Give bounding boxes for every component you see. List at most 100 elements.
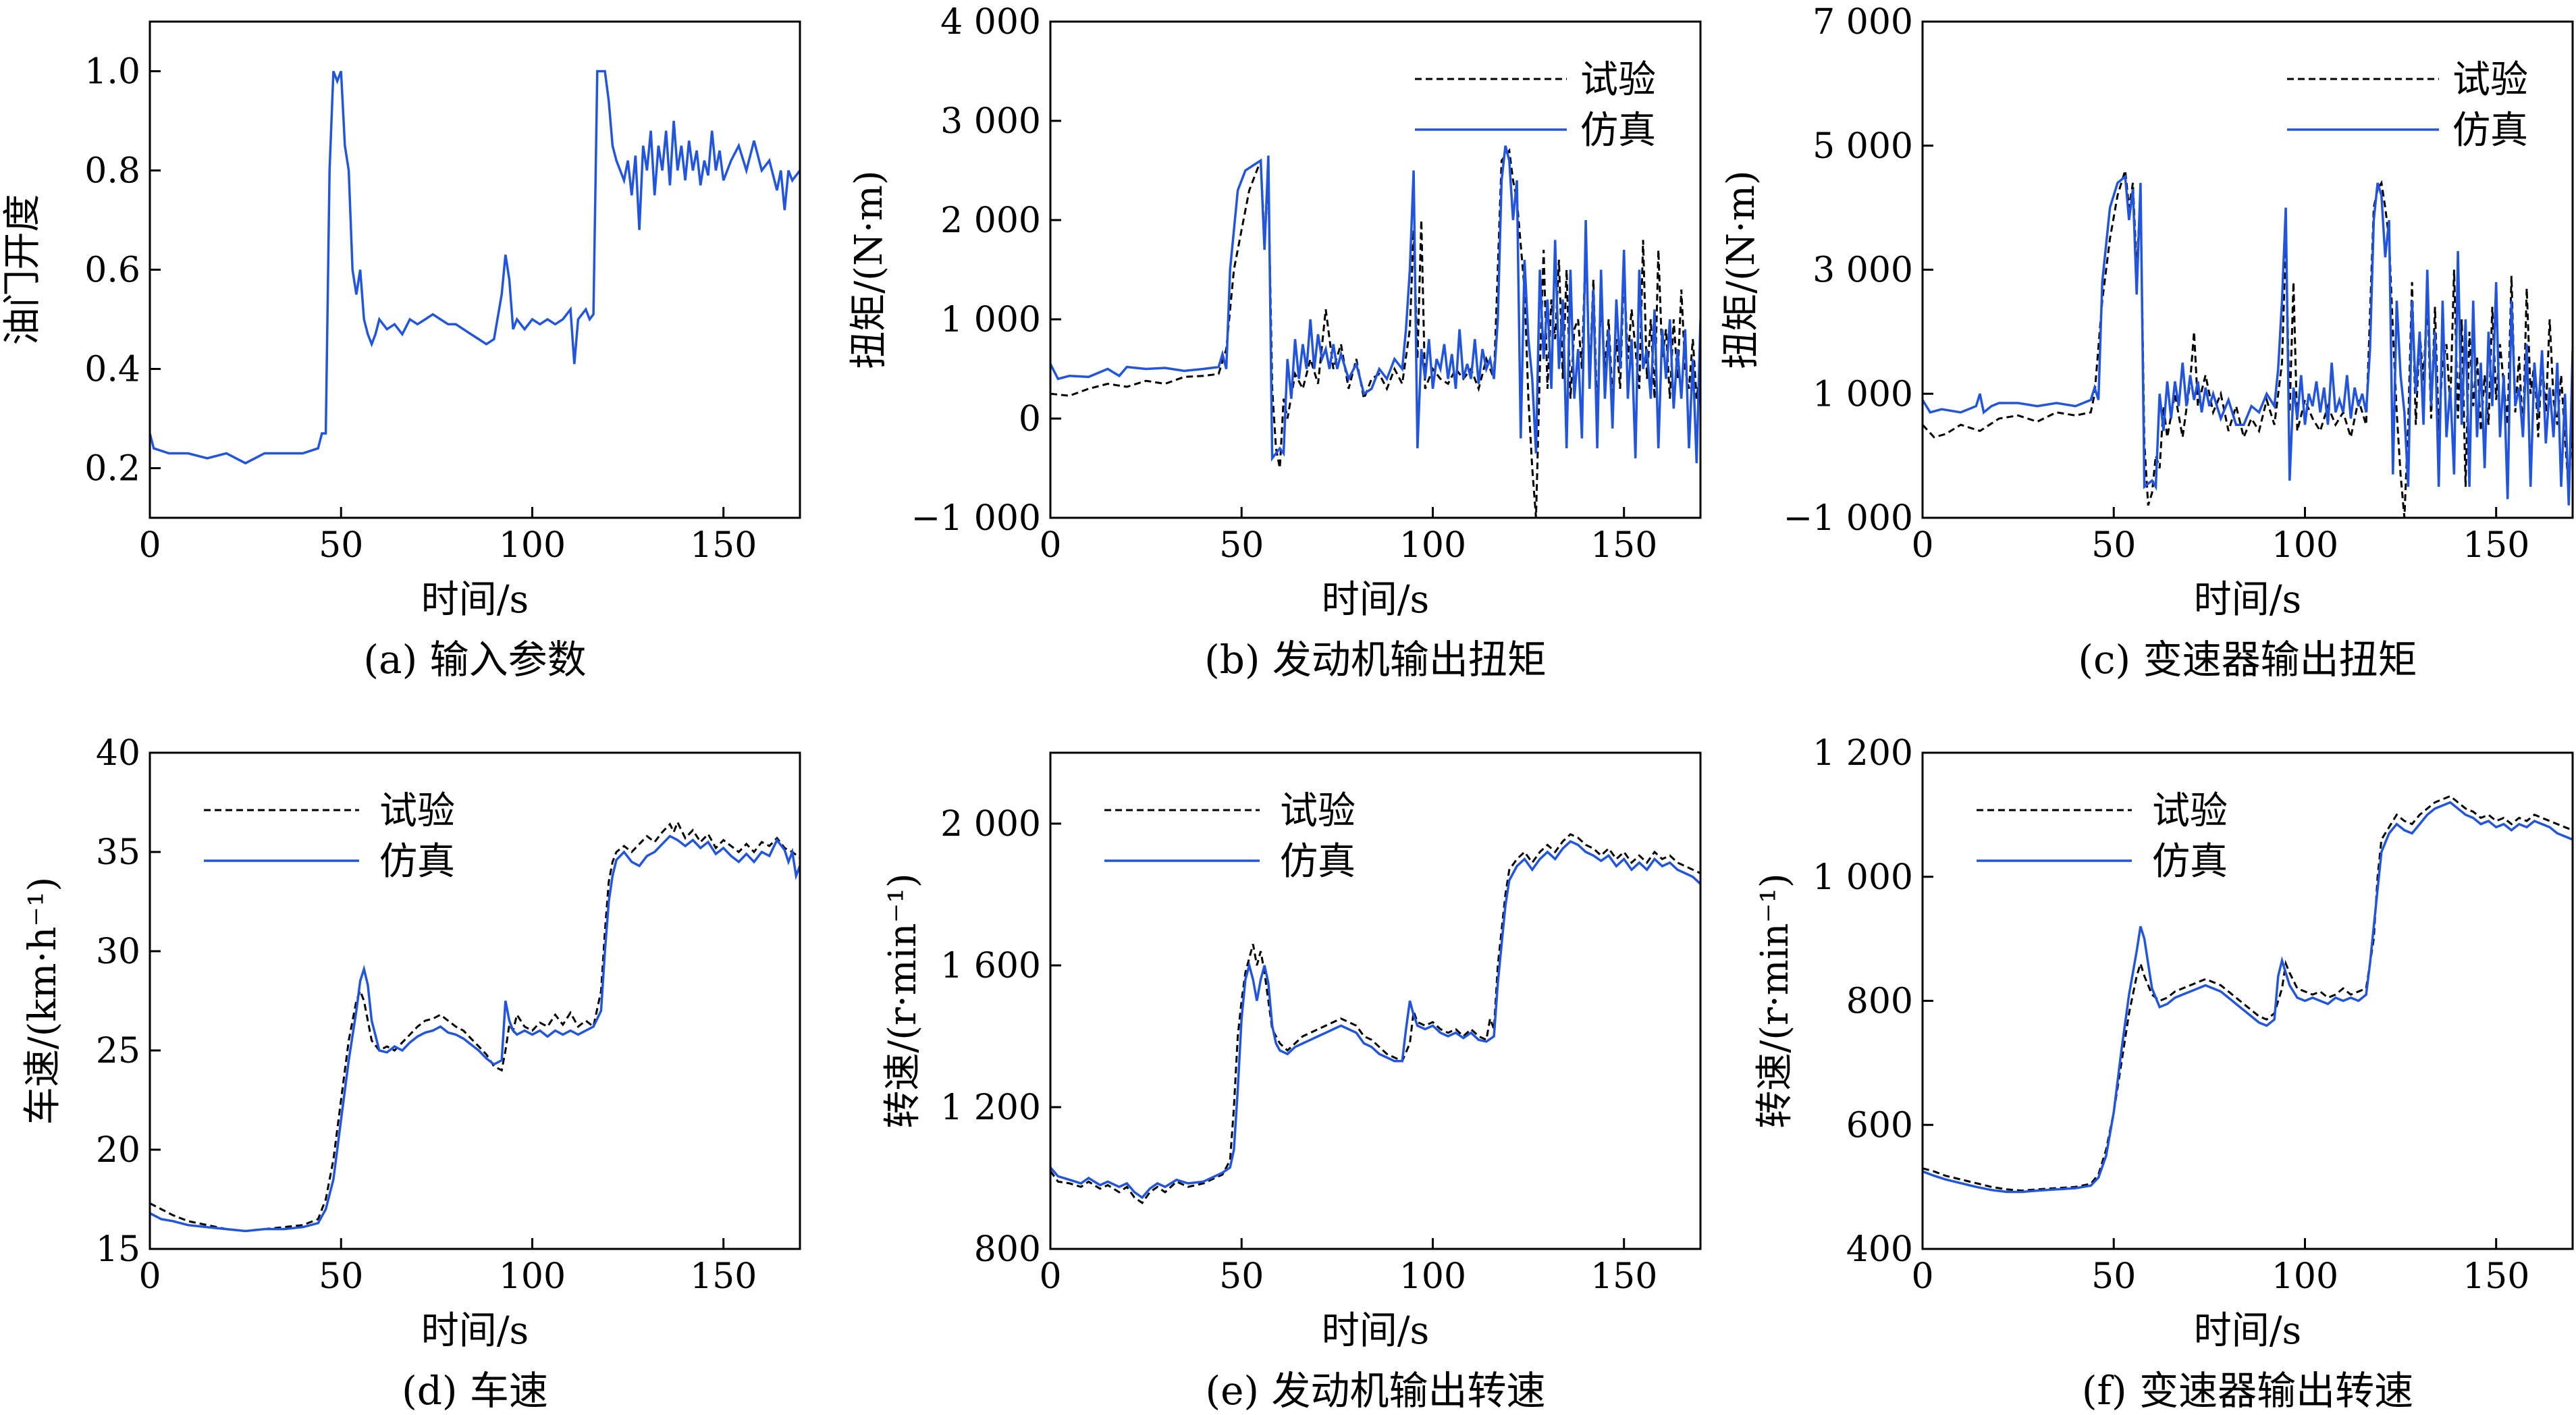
plot-frame [1921,751,2574,1250]
y-tick-label: 0.2 [84,449,140,489]
y-tick-label: 7 000 [1813,2,1913,43]
y-tick-label: 800 [974,1229,1041,1270]
panel-caption: (a) 输入参数 [363,637,586,683]
plot-frame [1049,751,1702,1250]
x-tick-label: 0 [1911,525,1933,566]
series-sim-line [150,70,800,465]
x-tick-label: 150 [690,1256,757,1297]
x-tick-label: 50 [319,525,363,566]
x-tick-label: 150 [2463,525,2529,566]
legend-test-label: 试验 [2452,58,2528,102]
x-tick-label: 100 [1399,525,1466,566]
legend-sim-label: 仿真 [1580,109,1656,153]
y-tick-label: 1 000 [940,300,1041,340]
panel-a: 0 50 100 150 0.2 0.4 0.6 0.8 1.0 时间/s 油门开度 (a) 输入参数 [1,20,801,683]
y-tick-label: 25 [96,1031,140,1071]
y-tick-label: −1 000 [911,498,1041,539]
panel-caption: (d) 车速 [402,1368,548,1414]
y-tick-label: 1 600 [940,946,1041,986]
panel-caption: (c) 变速器输出扭矩 [2078,637,2417,683]
y-tick-label: 1 200 [940,1088,1041,1128]
series-test-line [150,820,800,1233]
legend-test-label: 试验 [379,789,455,833]
x-tick-label: 0 [138,525,161,566]
y-tick-label: 400 [1846,1229,1913,1270]
y-tick-label: 35 [96,832,140,873]
x-tick-label: 100 [499,525,566,566]
series-sim-line [1923,174,2573,506]
x-tick-label: 150 [1590,525,1657,566]
x-tick-label: 100 [1399,1256,1466,1297]
panel-caption: (e) 发动机输出转速 [1205,1368,1545,1414]
series-sim-line [1050,840,1700,1200]
x-tick-label: 50 [1219,525,1264,566]
y-tick-label: 0 [1019,399,1041,439]
panel-caption: (f) 变速器输出转速 [2082,1368,2413,1414]
series-sim-line [150,834,800,1233]
x-tick-label: 0 [1039,525,1061,566]
y-axis-label: 扭矩/(N·m) [1719,170,1763,369]
legend-test-label: 试验 [2152,789,2228,833]
legend-test-label: 试验 [1280,789,1356,833]
series-sim-line [1923,801,2573,1194]
y-tick-label: 0.8 [84,151,140,192]
y-tick-label: 40 [96,733,140,774]
y-tick-label: 1 000 [1813,374,1913,415]
x-axis-label: 时间/s [2194,578,2302,622]
x-tick-label: 150 [690,525,757,566]
x-tick-label: 150 [2463,1256,2529,1297]
x-tick-label: 150 [1590,1256,1657,1297]
legend-sim-label: 仿真 [2452,109,2528,153]
y-tick-label: 5 000 [1813,126,1913,167]
y-tick-label: 20 [96,1130,140,1171]
y-axis-label: 转速/(r·min⁻¹) [1753,873,1797,1128]
y-tick-label: −1 000 [1783,498,1913,539]
panel-d: 0 50 100 150 15 20 25 30 35 40 时间/s 车速/(km·h⁻¹) (d) … [21,733,801,1414]
y-tick-label: 0.4 [84,350,140,390]
legend-sim-label: 仿真 [1280,840,1356,884]
y-tick-label: 2 000 [940,804,1041,845]
plot-frame [149,20,801,519]
y-tick-label: 3 000 [940,101,1041,142]
legend-test-label: 试验 [1580,58,1656,102]
x-tick-label: 50 [319,1256,363,1297]
y-tick-label: 15 [96,1229,140,1270]
x-tick-label: 0 [1039,1256,1061,1297]
x-tick-label: 50 [2091,1256,2136,1297]
plot-frame [149,751,801,1250]
x-axis-label: 时间/s [1322,1309,1430,1353]
y-tick-label: 1 000 [1813,857,1913,898]
panel-c: 0 50 100 150 −1 000 1 000 3 000 5 000 7 000 时间/s 扭… [1719,2,2574,683]
x-axis-label: 时间/s [421,578,529,622]
x-tick-label: 50 [2091,525,2136,566]
x-tick-label: 0 [138,1256,161,1297]
panel-e: 0 50 100 150 800 1 200 1 600 2 000 时间/s 转速/(r·min… [881,751,1702,1414]
y-axis-label: 转速/(r·min⁻¹) [881,873,925,1128]
y-tick-label: 30 [96,932,140,972]
y-tick-label: 4 000 [940,2,1041,43]
y-tick-label: 1.0 [84,52,140,92]
panel-caption: (b) 发动机输出扭矩 [1204,637,1547,683]
legend-sim-label: 仿真 [2152,840,2228,884]
x-tick-label: 100 [499,1256,566,1297]
x-tick-label: 0 [1911,1256,1933,1297]
legend-sim-label: 仿真 [379,840,455,884]
y-tick-label: 3 000 [1813,250,1913,291]
x-tick-label: 100 [2272,1256,2338,1297]
series-test-line [1923,795,2573,1192]
series-test-line [1050,833,1700,1204]
x-tick-label: 100 [2272,525,2338,566]
x-axis-label: 时间/s [421,1309,529,1353]
y-axis-label: 车速/(km·h⁻¹) [21,877,65,1125]
plot-frame [1049,20,1702,519]
x-tick-label: 50 [1219,1256,1264,1297]
y-tick-label: 600 [1846,1105,1913,1146]
y-axis-label: 油门开度 [1,194,45,346]
